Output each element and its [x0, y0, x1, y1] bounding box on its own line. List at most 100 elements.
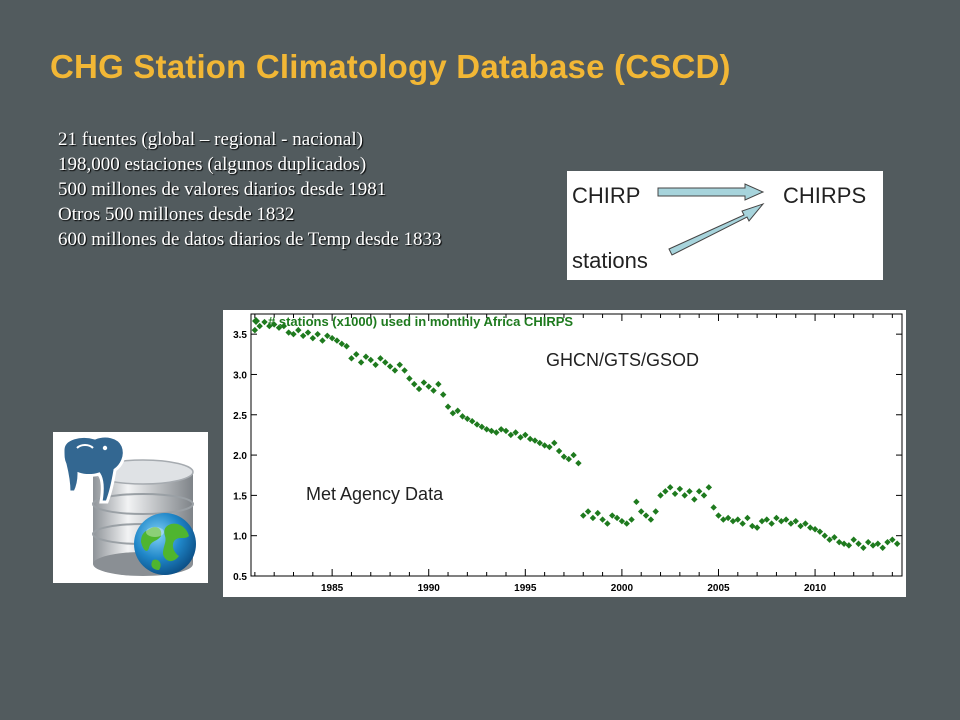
data-point: [836, 538, 843, 546]
data-point: [594, 509, 601, 517]
data-point: [555, 447, 563, 455]
data-point: [734, 516, 742, 523]
data-point: [831, 534, 838, 541]
data-point: [362, 353, 370, 360]
data-point: [280, 322, 288, 330]
data-point: [444, 403, 452, 410]
data-point: [256, 322, 263, 330]
data-point: [782, 516, 790, 523]
data-point: [468, 418, 476, 425]
x-axis: 1985 1990 1995 2000 2005 2010: [254, 314, 893, 594]
data-point: [497, 426, 505, 433]
data-point: [304, 329, 312, 336]
data-point: [676, 485, 684, 493]
data-point: [864, 538, 872, 546]
data-point: [768, 520, 775, 527]
data-points: [251, 318, 901, 551]
data-point: [666, 484, 674, 491]
data-point: [763, 516, 770, 523]
data-point: [275, 324, 283, 331]
data-point: [884, 538, 891, 546]
data-point: [353, 351, 360, 358]
data-point: [251, 326, 259, 334]
y-axis: 0.5 1.0 1.5 2.0 2.5 3.0 3.5: [233, 330, 902, 583]
data-point: [285, 329, 292, 336]
data-point: [454, 407, 461, 414]
x-tick-label: 2010: [804, 583, 827, 594]
elephant-logo-icon: [61, 434, 126, 504]
data-point: [652, 508, 659, 515]
data-point: [266, 322, 273, 330]
bullet-list: 21 fuentes (global – regional - nacional…: [58, 127, 442, 252]
data-point: [473, 421, 481, 428]
data-point: [705, 484, 713, 491]
data-point: [792, 517, 799, 525]
annotation-ghcn: GHCN/GTS/GSOD: [546, 350, 699, 370]
data-point: [372, 361, 379, 368]
x-tick-label: 1985: [321, 583, 344, 594]
plot-frame: [250, 313, 903, 577]
data-point: [440, 391, 447, 398]
data-point: [333, 337, 341, 344]
data-point: [874, 540, 882, 547]
data-point: [749, 522, 756, 530]
data-point: [889, 536, 896, 543]
data-point: [488, 427, 495, 435]
bullet-item: Otros 500 millones desde 1832: [58, 204, 295, 225]
data-point: [715, 512, 722, 519]
data-point: [299, 332, 307, 339]
y-tick-label: 2.0: [233, 451, 247, 462]
data-point: [642, 512, 650, 519]
legend-marker: [252, 317, 260, 325]
bullet-item: 198,000 estaciones (algunos duplicados): [58, 154, 367, 175]
data-point: [686, 488, 693, 495]
chirp-schema-diagram: CHIRP CHIRPS stations: [567, 171, 883, 280]
data-point: [309, 334, 317, 342]
data-point: [869, 542, 877, 549]
globe-icon: [134, 513, 196, 575]
data-point: [773, 514, 780, 522]
data-point: [406, 375, 413, 382]
y-tick-label: 3.0: [233, 370, 247, 381]
schema-label-chirp: CHIRP: [572, 183, 640, 208]
data-point: [338, 340, 345, 348]
data-point: [638, 508, 645, 515]
data-point: [348, 355, 355, 362]
data-point: [493, 429, 500, 436]
data-point: [845, 542, 853, 549]
data-point: [729, 517, 737, 525]
chart-canvas: 0.5 1.0 1.5 2.0 2.5 3.0 3.5 1985 1990 1995 2000 20…: [233, 313, 903, 594]
bullet-item: 600 millones de datos diarios de Temp de…: [58, 229, 442, 250]
data-point: [391, 367, 399, 374]
database-globe-icon: [53, 432, 208, 583]
data-point: [584, 508, 592, 515]
data-point: [575, 459, 582, 467]
data-point: [855, 540, 862, 547]
arrow-stations-to-chirps: [668, 202, 765, 256]
data-point: [343, 343, 350, 350]
arrow-chirp-to-chirps: [657, 183, 765, 201]
data-point: [811, 526, 819, 533]
data-point: [691, 496, 698, 503]
y-tick-label: 2.5: [233, 411, 247, 422]
data-point: [536, 439, 543, 447]
data-point: [328, 334, 336, 342]
data-point: [671, 490, 679, 497]
schema-label-stations: stations: [572, 248, 648, 273]
data-point: [744, 514, 751, 522]
data-point: [507, 431, 515, 439]
slide-title: CHG Station Climatology Database (CSCD): [50, 48, 731, 85]
data-point: [560, 453, 568, 460]
data-point: [319, 337, 326, 344]
data-point: [478, 423, 486, 431]
x-tick-label: 2000: [611, 583, 634, 594]
data-point: [580, 512, 587, 519]
data-point: [522, 431, 529, 439]
y-tick-label: 1.5: [233, 491, 247, 502]
data-point: [290, 330, 297, 338]
data-point: [415, 385, 423, 393]
data-point: [893, 540, 901, 547]
data-point: [758, 517, 766, 525]
x-tick-label: 2005: [707, 583, 730, 594]
y-tick-label: 1.0: [233, 532, 247, 543]
